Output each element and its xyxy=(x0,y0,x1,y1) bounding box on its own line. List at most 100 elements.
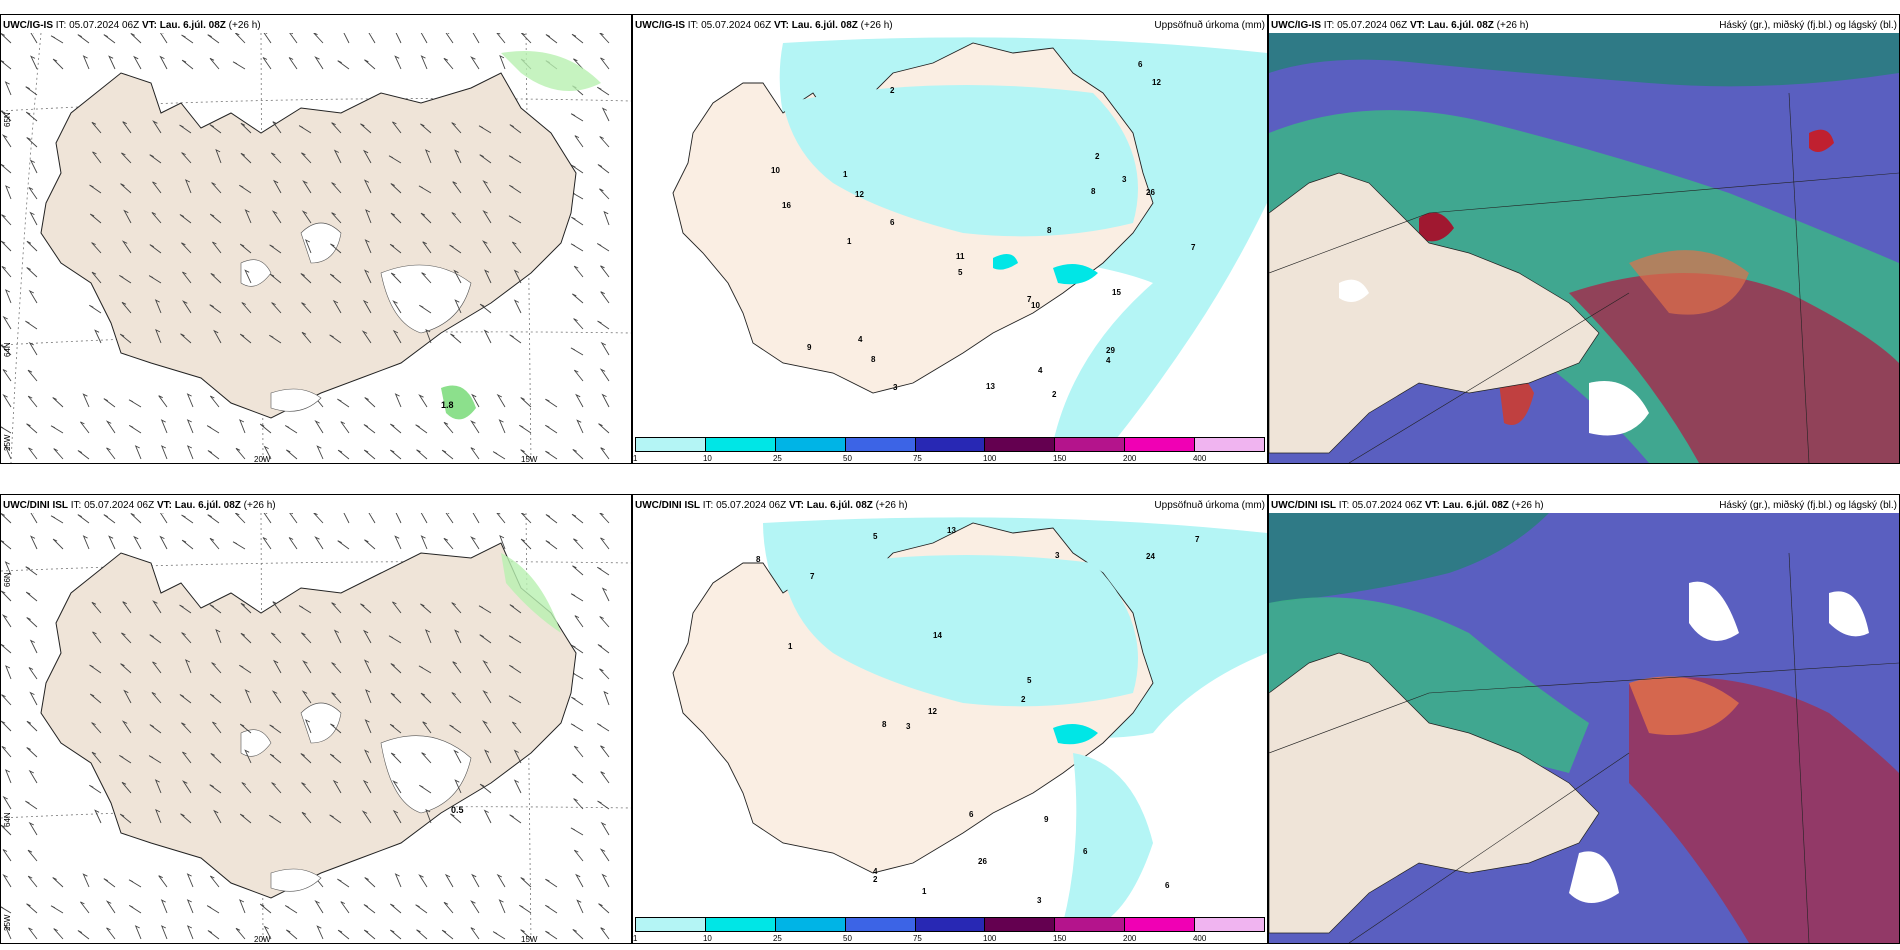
wind-barb xyxy=(420,123,432,134)
wind-barb xyxy=(600,537,610,550)
wind-barb xyxy=(27,395,38,408)
precip-value: 2 xyxy=(873,875,878,884)
wind-barb xyxy=(340,901,350,914)
wind-barb xyxy=(92,151,102,164)
wind-barb xyxy=(545,450,558,460)
wind-barb xyxy=(271,210,282,224)
wind-barb xyxy=(600,821,610,836)
wind-barb xyxy=(182,751,192,764)
precip-value: 2 xyxy=(1021,695,1026,704)
wind-barb xyxy=(571,216,584,226)
wind-barb xyxy=(470,927,480,940)
wind-barb xyxy=(597,86,610,96)
precip-value: 2 xyxy=(1095,152,1100,161)
wind-barb xyxy=(509,124,522,134)
wind-barb xyxy=(599,513,610,524)
wind-barb xyxy=(365,689,372,704)
wind-barb xyxy=(244,749,252,764)
wind-barb xyxy=(483,809,492,824)
wind-map: 0.5 xyxy=(1,513,631,943)
wind-barb xyxy=(337,929,350,940)
wind-barb xyxy=(545,540,558,550)
wind-barb xyxy=(262,57,272,70)
wind-barb xyxy=(574,615,584,628)
wind-barb xyxy=(422,721,432,734)
wind-barb xyxy=(179,694,192,704)
panel-bottom-middle: UWC/DINI ISL IT: 05.07.2024 06Z VT: Lau.… xyxy=(632,494,1268,944)
wind-barb xyxy=(573,318,584,330)
colorbar-cell xyxy=(705,438,776,451)
precip-colorbar: 1 10 25 50 75 100 150 200 400 xyxy=(633,437,1265,463)
wind-barb xyxy=(452,181,462,194)
wind-barb xyxy=(316,445,324,460)
wind-barb xyxy=(91,751,102,764)
wind-barb xyxy=(596,243,610,252)
wind-barb xyxy=(269,724,282,734)
init-time: 05.07.2024 06Z xyxy=(701,20,772,31)
wind-barb xyxy=(77,34,90,44)
wind-barb xyxy=(272,601,282,614)
wind-barb xyxy=(394,55,402,70)
wind-barb xyxy=(482,720,492,734)
wind-barb xyxy=(443,57,454,70)
wind-barb xyxy=(599,668,610,680)
wind-barb xyxy=(121,301,132,314)
colorbar-tick: 25 xyxy=(772,454,782,463)
colorbar-cell xyxy=(845,438,916,451)
wind-barb xyxy=(600,771,610,784)
wind-barb xyxy=(215,148,222,164)
wind-barb xyxy=(130,513,142,524)
precip-value: 3 xyxy=(906,722,911,731)
wind-barb xyxy=(390,663,402,674)
wind-barb xyxy=(519,424,532,434)
wind-barb xyxy=(576,419,584,434)
wind-barb xyxy=(186,445,194,460)
wind-barb xyxy=(149,244,162,254)
wind-barb xyxy=(454,629,462,644)
wind-barb xyxy=(28,769,38,784)
wind-barb xyxy=(209,784,222,794)
wind-barb xyxy=(496,873,506,888)
wind-barb xyxy=(119,333,132,344)
colorbar-cell xyxy=(1055,438,1126,451)
wind-barb xyxy=(394,873,402,888)
wind-barb xyxy=(445,513,454,524)
wind-barb xyxy=(103,398,116,408)
wind-barb xyxy=(28,821,38,836)
wind-barb xyxy=(364,719,372,734)
wind-barb xyxy=(420,603,432,614)
wind-barb xyxy=(28,187,38,200)
wind-barb xyxy=(186,419,194,434)
lat-label: 64N xyxy=(3,342,12,357)
wind-barb xyxy=(122,121,132,134)
wind-barb xyxy=(94,809,102,824)
valid-time: Lau. 6.júl. 08Z xyxy=(1427,20,1494,31)
wind-barb xyxy=(363,929,376,940)
wind-barb xyxy=(572,293,584,304)
wind-barb xyxy=(180,813,192,824)
wind-barb xyxy=(572,773,584,784)
wind-barb xyxy=(360,603,372,614)
wind-barb xyxy=(479,154,492,164)
precip-value: 26 xyxy=(978,857,987,866)
wind-barb xyxy=(331,212,342,224)
wind-barb xyxy=(30,33,38,44)
wind-barb xyxy=(390,929,402,940)
wind-barb xyxy=(272,179,282,194)
wind-barb xyxy=(210,272,222,284)
precip-value: 4 xyxy=(1106,356,1111,365)
wind-barb xyxy=(603,210,610,226)
wind-barb xyxy=(424,629,432,644)
wind-barb xyxy=(343,33,350,44)
wind-barb xyxy=(29,639,38,654)
wind-barb xyxy=(390,752,402,764)
wind-barb xyxy=(2,393,12,408)
wind-barb xyxy=(149,724,162,734)
wind-barb xyxy=(421,272,432,284)
wind-barb xyxy=(420,535,428,550)
wind-barb xyxy=(148,755,162,764)
wind-barb xyxy=(182,271,192,284)
wind-barb xyxy=(181,632,192,644)
wind-barb xyxy=(239,723,252,734)
wind-barb xyxy=(600,291,610,304)
